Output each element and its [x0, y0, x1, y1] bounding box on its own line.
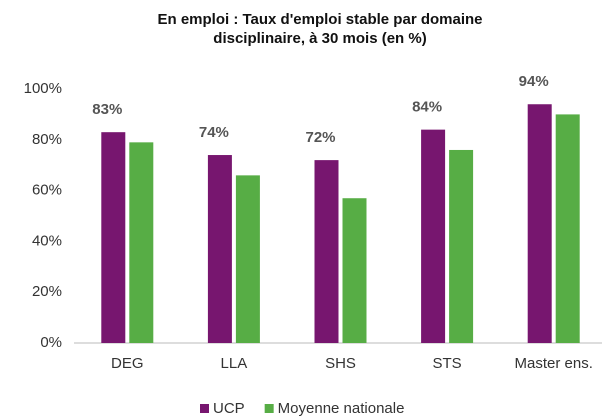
bar [527, 104, 552, 344]
legend-swatch [264, 404, 274, 413]
bar [314, 160, 339, 343]
bar [101, 132, 126, 343]
value-label: 84% [412, 99, 442, 116]
bar [129, 142, 154, 343]
x-tick-label: LLA [221, 355, 248, 372]
value-label: 74% [199, 124, 229, 141]
chart-title: disciplinaire, à 30 mois (en %) [213, 30, 426, 47]
bar [342, 198, 367, 343]
bar [555, 114, 580, 344]
bar [207, 155, 232, 343]
value-label: 94% [519, 73, 549, 90]
y-tick-label: 20% [32, 283, 62, 300]
y-tick-label: 100% [24, 80, 62, 97]
bar [449, 149, 474, 343]
legend-swatch [200, 404, 209, 413]
legend-label: UCP [213, 400, 245, 417]
x-tick-label: DEG [111, 355, 144, 372]
x-tick-label: STS [433, 355, 462, 372]
bar [421, 129, 446, 343]
x-tick-label: Master ens. [515, 355, 593, 372]
y-tick-label: 0% [40, 334, 62, 351]
legend-label: Moyenne nationale [278, 400, 405, 417]
x-tick-label: SHS [325, 355, 356, 372]
y-tick-label: 80% [32, 131, 62, 148]
y-tick-label: 40% [32, 232, 62, 249]
bar [235, 175, 260, 343]
value-label: 83% [92, 101, 122, 118]
y-tick-label: 60% [32, 182, 62, 199]
value-label: 72% [305, 129, 335, 146]
chart-title: En emploi : Taux d'emploi stable par dom… [157, 11, 482, 28]
